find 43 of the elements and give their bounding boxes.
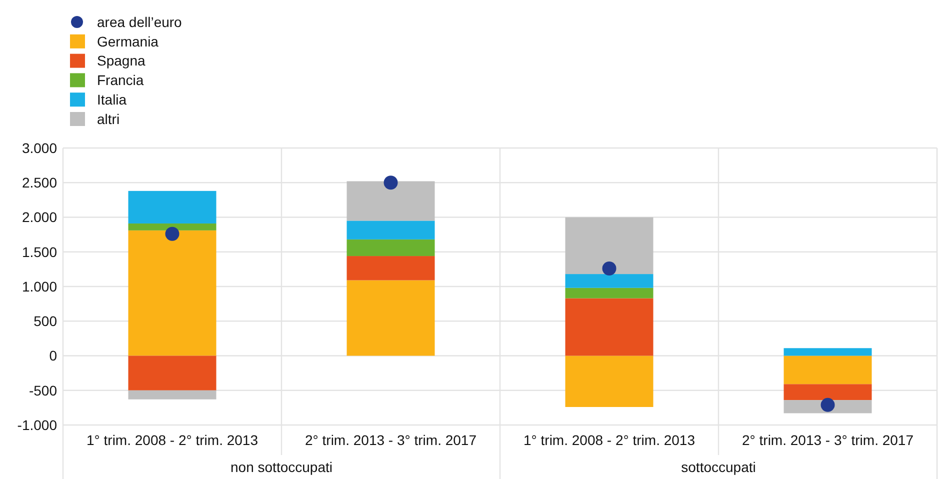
y-tick-label: -1.000	[17, 416, 58, 433]
bar	[128, 223, 216, 230]
point	[602, 261, 616, 276]
bar	[565, 298, 654, 356]
y-tick-label: -500	[28, 382, 58, 398]
legend-label: Spagna	[97, 52, 146, 69]
bar	[565, 356, 654, 407]
y-tick-label: 0	[49, 348, 58, 364]
bar	[784, 384, 872, 400]
legend-label: Germania	[97, 33, 159, 50]
y-tick-label: 1.000	[22, 278, 58, 294]
legend-label: area dell’euro	[97, 14, 182, 30]
bar	[565, 274, 654, 288]
text: sottoccupati	[681, 459, 756, 475]
x-tick-label: 2° trim. 2013 - 3° trim. 2017	[742, 432, 914, 448]
point	[165, 226, 180, 241]
bar	[784, 348, 872, 356]
y-tick-label: 2.500	[22, 174, 58, 191]
bar	[128, 230, 216, 356]
y-tick-label: 2.000	[22, 209, 58, 226]
x-tick-label: 1° trim. 2008 - 2° trim. 2013	[524, 432, 696, 448]
x-tick-label: 2° trim. 2013 - 3° trim. 2017	[305, 432, 477, 448]
x-tick-label: 1° trim. 2008 - 2° trim. 2013	[86, 432, 258, 448]
bar	[346, 280, 435, 356]
point	[384, 176, 398, 190]
y-tick-label: 3.000	[22, 140, 58, 156]
bar	[565, 288, 654, 298]
bar	[346, 181, 435, 221]
bar	[565, 217, 654, 274]
legend-label: Francia	[97, 72, 144, 88]
bar	[346, 220, 435, 240]
bar	[784, 356, 872, 384]
y-tick-label: 1.500	[22, 244, 58, 260]
legend-label: altri	[97, 110, 120, 127]
legend-label: Italia	[97, 92, 127, 108]
bar	[346, 239, 435, 256]
bar	[128, 190, 216, 224]
bar	[346, 256, 435, 280]
point	[820, 398, 835, 412]
bar	[128, 390, 216, 400]
y-tick-label: 500	[34, 313, 58, 330]
text: non sottoccupati	[230, 459, 332, 475]
bar	[128, 356, 216, 390]
